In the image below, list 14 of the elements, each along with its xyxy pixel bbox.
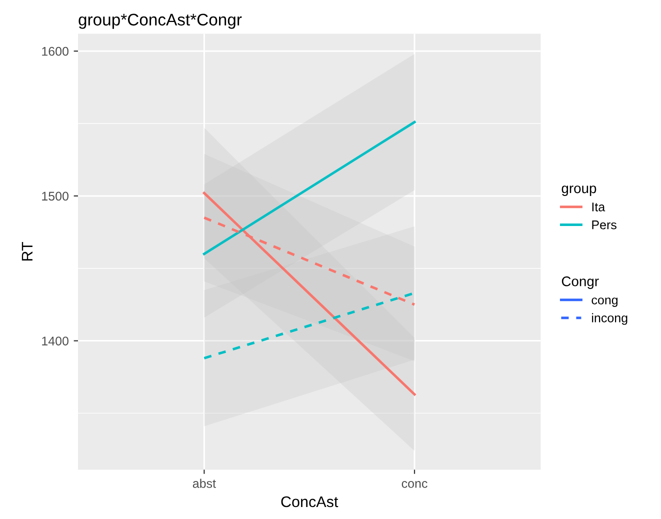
text: Congr [562,276,599,289]
y-tick-label: 1500 [42,192,68,201]
y-tick-label: 1600 [42,46,68,56]
y-axis-title: RT [22,242,32,261]
text: cong [592,298,618,307]
chart-title: group*ConcAst*Congr [78,14,242,29]
x-tick-label: conc [402,481,428,488]
text: incong [592,313,628,325]
legend-label: Pers [592,220,616,230]
y-tick-label: 1400 [42,336,68,346]
x-tick-label: abst [192,478,216,488]
legend-label: Ita [592,202,606,212]
legend-title: group [562,186,596,196]
x-axis-title: ConcAst [281,496,338,508]
